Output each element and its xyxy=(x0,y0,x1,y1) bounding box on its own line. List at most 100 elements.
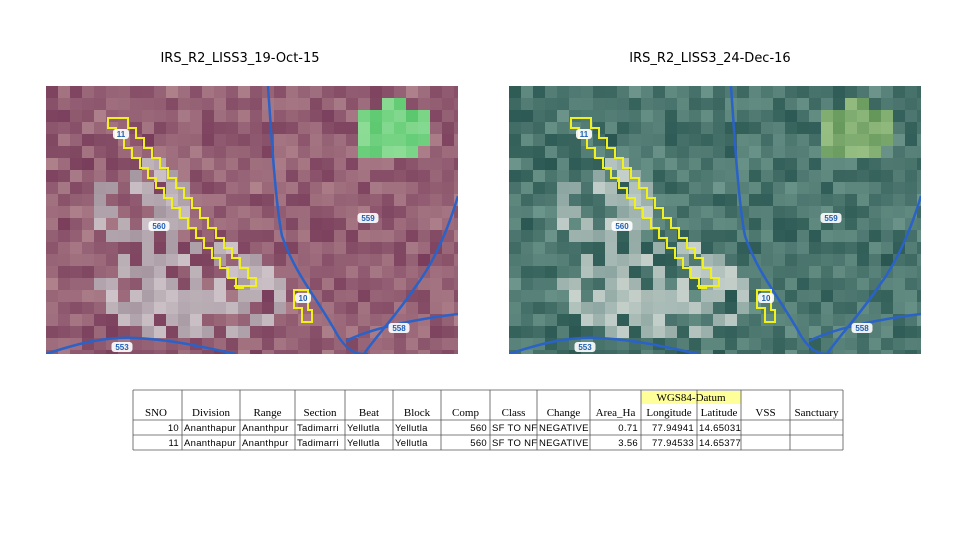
image-pixel xyxy=(557,266,570,279)
image-pixel xyxy=(82,218,95,231)
image-pixel xyxy=(725,206,738,219)
image-pixel xyxy=(557,314,570,327)
image-pixel xyxy=(605,350,618,354)
image-pixel xyxy=(70,314,83,327)
image-pixel xyxy=(653,158,666,171)
image-pixel xyxy=(190,122,203,135)
image-pixel xyxy=(665,182,678,195)
image-pixel xyxy=(917,206,921,219)
image-pixel xyxy=(70,122,83,135)
image-pixel xyxy=(509,170,522,183)
image-pixel xyxy=(689,122,702,135)
image-pixel xyxy=(917,254,921,267)
image-pixel xyxy=(442,266,455,279)
image-pixel xyxy=(454,350,458,354)
image-pixel xyxy=(154,302,167,315)
image-pixel xyxy=(749,314,762,327)
map-label: 560 xyxy=(615,222,629,231)
label-box xyxy=(388,323,410,333)
image-pixel xyxy=(238,242,251,255)
image-pixel xyxy=(274,86,287,99)
river xyxy=(266,86,368,354)
image-pixel xyxy=(509,338,522,351)
image-pixel xyxy=(178,110,191,123)
image-pixel xyxy=(166,134,179,147)
image-pixel xyxy=(82,326,95,339)
image-pixel xyxy=(118,242,131,255)
image-pixel xyxy=(70,146,83,159)
image-pixel xyxy=(857,98,870,111)
image-pixel xyxy=(605,242,618,255)
image-pixel xyxy=(509,326,522,339)
image-pixel xyxy=(917,326,921,339)
column-header: Latitude xyxy=(701,407,738,419)
image-pixel xyxy=(641,350,654,354)
image-pixel xyxy=(70,206,83,219)
image-pixel xyxy=(857,122,870,135)
image-pixel xyxy=(82,98,95,111)
image-pixel xyxy=(310,254,323,267)
image-pixel xyxy=(701,122,714,135)
table-cell: Yellutla xyxy=(347,423,380,434)
table-cell: 560 xyxy=(470,423,487,434)
image-pixel xyxy=(713,338,726,351)
image-pixel xyxy=(310,158,323,171)
image-pixel xyxy=(82,350,95,354)
image-pixel xyxy=(130,182,143,195)
image-pixel xyxy=(154,314,167,327)
image-pixel xyxy=(178,158,191,171)
image-pixel xyxy=(322,350,335,354)
image-pixel xyxy=(382,290,395,303)
image-pixel xyxy=(358,86,371,99)
image-pixel xyxy=(106,194,119,207)
image-pixel xyxy=(785,290,798,303)
image-pixel xyxy=(701,134,714,147)
image-pixel xyxy=(178,206,191,219)
image-pixel xyxy=(581,266,594,279)
image-pixel xyxy=(454,230,458,243)
image-pixel xyxy=(869,350,882,354)
image-pixel xyxy=(382,206,395,219)
image-pixel xyxy=(629,122,642,135)
image-pixel xyxy=(322,302,335,315)
image-pixel xyxy=(454,278,458,291)
image-pixel xyxy=(58,182,71,195)
image-pixel xyxy=(46,122,59,135)
image-pixel xyxy=(406,350,419,354)
image-pixel xyxy=(298,146,311,159)
image-pixel xyxy=(46,266,59,279)
image-pixel xyxy=(569,146,582,159)
image-pixel xyxy=(581,218,594,231)
satellite-image: 11 10 559 560 558 553 xyxy=(46,86,458,354)
image-pixel xyxy=(785,242,798,255)
image-pixel xyxy=(178,134,191,147)
image-pixel xyxy=(893,302,906,315)
image-pixel xyxy=(70,86,83,99)
image-pixel xyxy=(605,326,618,339)
image-pixel xyxy=(298,122,311,135)
image-pixel xyxy=(797,86,810,99)
image-pixel xyxy=(593,86,606,99)
image-pixel xyxy=(358,98,371,111)
image-pixel xyxy=(581,86,594,99)
image-pixel xyxy=(322,278,335,291)
image-pixel xyxy=(250,350,263,354)
image-pixel xyxy=(677,350,690,354)
image-pixel xyxy=(334,194,347,207)
image-pixel xyxy=(917,218,921,231)
image-pixel xyxy=(665,278,678,291)
image-pixel xyxy=(382,170,395,183)
image-pixel xyxy=(58,326,71,339)
image-pixel xyxy=(917,242,921,255)
image-pixel xyxy=(605,182,618,195)
image-pixel xyxy=(418,218,431,231)
image-pixel xyxy=(629,302,642,315)
image-pixel xyxy=(845,134,858,147)
image-pixel xyxy=(142,242,155,255)
image-pixel xyxy=(94,146,107,159)
image-pixel xyxy=(821,230,834,243)
image-pixel xyxy=(430,278,443,291)
image-pixel xyxy=(226,182,239,195)
image-pixel xyxy=(142,110,155,123)
